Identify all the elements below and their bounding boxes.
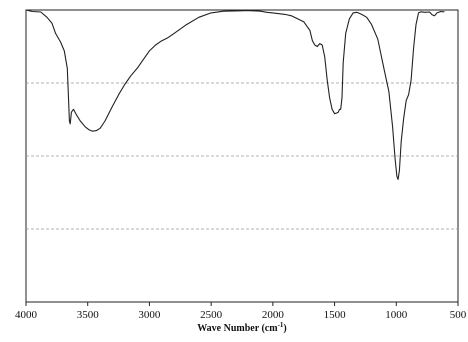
x-tick-label-0: 4000 (15, 309, 38, 321)
x-axis-tick-labels: 4000 3500 3000 2500 2000 1500 1000 500 (15, 309, 467, 321)
x-tick-label-6: 1000 (385, 309, 408, 321)
x-tick-label-7: 500 (450, 309, 467, 321)
x-tick-label-1: 3500 (77, 309, 100, 321)
x-axis-ticks (25, 302, 459, 306)
x-tick-label-2: 3000 (138, 309, 161, 321)
x-tick-label-3: 2500 (200, 309, 223, 321)
x-tick-label-5: 1500 (324, 309, 347, 321)
gridlines (26, 82, 458, 230)
series-line-0 (25, 9, 445, 180)
x-tick-label-4: 2000 (262, 309, 285, 321)
x-axis-title: Wave Number (cm-1) (197, 321, 287, 334)
spectrum-series (25, 9, 445, 180)
